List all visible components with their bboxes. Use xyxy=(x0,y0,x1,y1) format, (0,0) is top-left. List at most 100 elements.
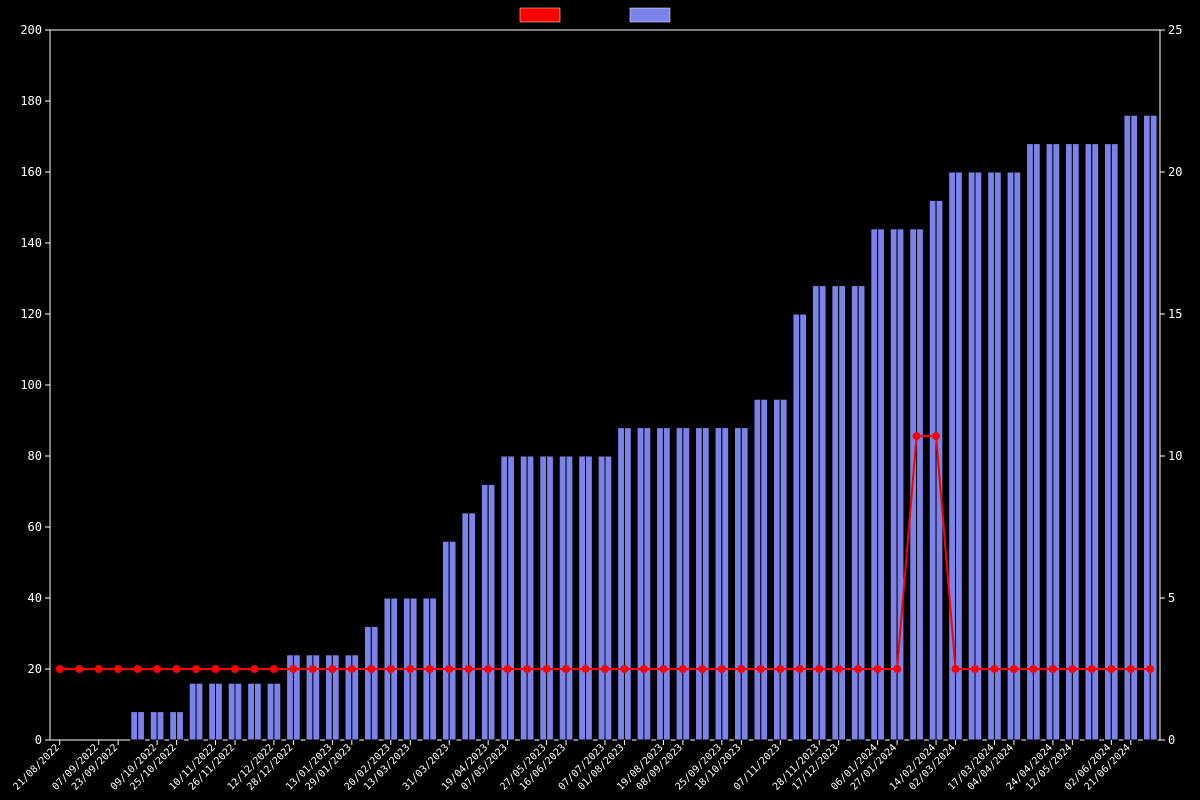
bar xyxy=(442,541,449,740)
bar xyxy=(1014,172,1021,740)
bar xyxy=(715,428,722,740)
line-marker xyxy=(913,432,921,440)
line-marker xyxy=(796,665,804,673)
bar xyxy=(586,456,593,740)
line-marker xyxy=(387,665,395,673)
bar xyxy=(138,712,145,740)
bar xyxy=(235,683,242,740)
bar xyxy=(871,229,878,740)
bar xyxy=(657,428,664,740)
bar xyxy=(1072,144,1079,740)
line-marker xyxy=(737,665,745,673)
y-right-tick-label: 10 xyxy=(1168,449,1182,463)
line-marker xyxy=(620,665,628,673)
bar xyxy=(170,712,177,740)
bar xyxy=(508,456,515,740)
bar xyxy=(929,200,936,740)
line-marker xyxy=(952,665,960,673)
bar xyxy=(683,428,690,740)
bar xyxy=(209,683,216,740)
bar xyxy=(618,428,625,740)
line-marker xyxy=(348,665,356,673)
bar xyxy=(800,314,807,740)
bar xyxy=(1092,144,1099,740)
bar xyxy=(157,712,164,740)
line-marker xyxy=(659,665,667,673)
bar xyxy=(956,172,963,740)
bar xyxy=(780,399,787,740)
line-marker xyxy=(1146,665,1154,673)
line-marker xyxy=(601,665,609,673)
line-marker xyxy=(1127,665,1135,673)
bar xyxy=(131,712,138,740)
y-left-tick-label: 20 xyxy=(28,662,42,676)
line-marker xyxy=(75,665,83,673)
bar xyxy=(267,683,274,740)
bar xyxy=(501,456,508,740)
line-marker xyxy=(309,665,317,673)
y-left-tick-label: 40 xyxy=(28,591,42,605)
line-marker xyxy=(289,665,297,673)
y-left-tick-label: 140 xyxy=(20,236,42,250)
line-marker xyxy=(523,665,531,673)
y-left-tick-label: 80 xyxy=(28,449,42,463)
bar xyxy=(540,456,547,740)
line-marker xyxy=(971,665,979,673)
bar xyxy=(793,314,800,740)
bar xyxy=(248,683,255,740)
bar xyxy=(1131,115,1138,740)
bar xyxy=(371,626,378,740)
line-marker xyxy=(173,665,181,673)
chart-svg: 020406080100120140160180200051015202521/… xyxy=(0,0,1200,800)
line-marker xyxy=(1088,665,1096,673)
line-marker xyxy=(835,665,843,673)
bar xyxy=(605,456,612,740)
line-marker xyxy=(231,665,239,673)
bar xyxy=(469,513,476,740)
line-marker xyxy=(465,665,473,673)
bar xyxy=(579,456,586,740)
bar xyxy=(761,399,768,740)
bar xyxy=(566,456,573,740)
line-marker xyxy=(212,665,220,673)
bar xyxy=(663,428,670,740)
line-marker xyxy=(893,665,901,673)
bar xyxy=(527,456,534,740)
line-marker xyxy=(504,665,512,673)
bar xyxy=(150,712,157,740)
line-marker xyxy=(328,665,336,673)
bar xyxy=(676,428,683,740)
bar xyxy=(1027,144,1034,740)
line-marker xyxy=(367,665,375,673)
legend-swatch xyxy=(520,8,560,22)
bar xyxy=(735,428,742,740)
line-marker xyxy=(192,665,200,673)
bar xyxy=(975,172,982,740)
line-marker xyxy=(757,665,765,673)
y-left-tick-label: 60 xyxy=(28,520,42,534)
line-marker xyxy=(1049,665,1057,673)
bar xyxy=(773,399,780,740)
bar xyxy=(449,541,456,740)
y-left-tick-label: 180 xyxy=(20,94,42,108)
bar xyxy=(177,712,184,740)
line-marker xyxy=(990,665,998,673)
line-marker xyxy=(1029,665,1037,673)
line-marker xyxy=(640,665,648,673)
line-marker xyxy=(718,665,726,673)
bar xyxy=(1007,172,1014,740)
bar xyxy=(988,172,995,740)
line-marker xyxy=(1068,665,1076,673)
line-marker xyxy=(679,665,687,673)
line-marker xyxy=(426,665,434,673)
bar xyxy=(1046,144,1053,740)
bar xyxy=(754,399,761,740)
bar xyxy=(917,229,924,740)
bar xyxy=(1066,144,1073,740)
bar xyxy=(488,484,495,740)
bar xyxy=(547,456,554,740)
bar xyxy=(1111,144,1118,740)
line-marker xyxy=(484,665,492,673)
bar xyxy=(968,172,975,740)
bar xyxy=(624,428,631,740)
